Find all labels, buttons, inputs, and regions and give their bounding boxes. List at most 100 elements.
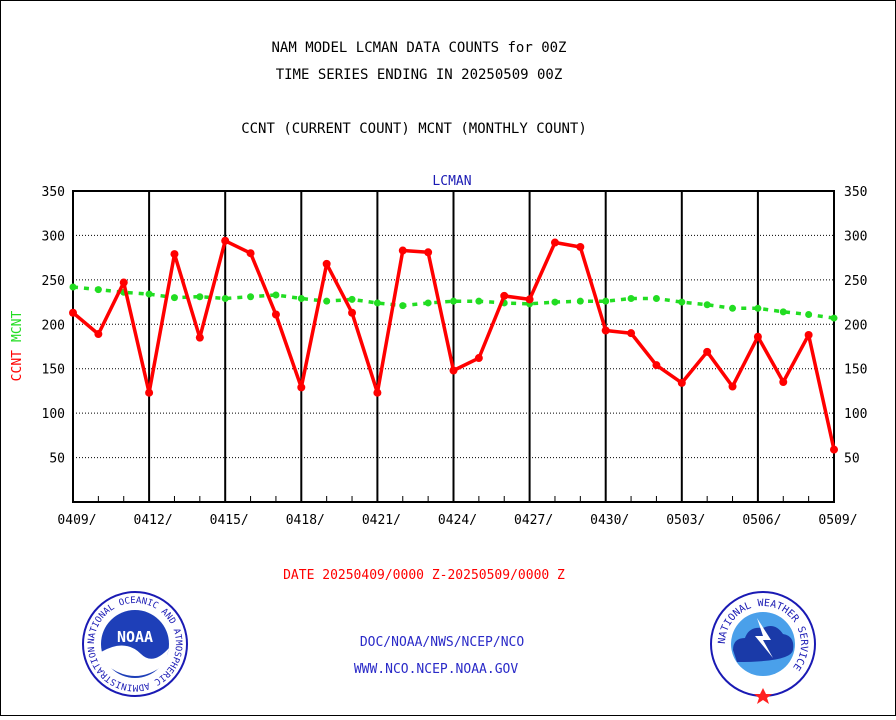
website-link[interactable]: WWW.NCO.NCEP.NOAA.GOV [354,662,519,677]
chart-title-line2: TIME SERIES ENDING IN 20250509 00Z [276,67,563,83]
data-point-mcnt [805,311,813,319]
data-point-mcnt [678,298,686,306]
y-tick-label-right: 300 [844,229,867,244]
data-point-mcnt [779,308,787,316]
data-point-mcnt [703,301,711,309]
org-path: DOC/NOAA/NWS/NCEP/NCO [360,635,525,650]
noaa-logo-text: NOAA [117,628,153,646]
y-tick-label-left: 50 [49,452,65,467]
data-point-ccnt [94,330,103,339]
y-label-mcnt: MCNT [10,311,25,342]
data-point-mcnt [450,297,457,305]
x-tick-label: 0424/ [438,513,477,528]
data-point-mcnt [424,299,432,307]
y-tick-label-left: 300 [42,229,65,244]
data-point-ccnt [703,347,712,356]
y-tick-label-right: 250 [844,274,867,289]
data-point-ccnt [576,242,585,251]
y-tick-label-left: 100 [42,407,65,422]
data-point-ccnt [398,246,407,255]
data-point-mcnt [297,295,305,303]
noaa-logo: NATIONAL OCEANIC AND ATMOSPHERIC ADMINIS… [82,591,188,697]
data-point-mcnt [754,304,762,312]
data-point-mcnt [652,295,660,303]
data-point-mcnt [348,295,356,303]
data-point-ccnt [373,388,382,397]
y-tick-label-left: 350 [42,185,65,200]
y-tick-label-right: 100 [844,407,867,422]
y-tick-label-right: 150 [844,363,867,378]
data-point-mcnt [170,294,178,302]
y-tick-label-left: 150 [42,363,65,378]
data-point-ccnt [804,330,813,339]
data-point-ccnt [195,333,204,342]
data-point-mcnt [145,290,153,298]
x-tick-label: 0418/ [286,513,325,528]
data-point-ccnt [627,329,636,338]
data-point-mcnt [475,297,483,305]
data-point-mcnt [272,291,280,299]
y-tick-label-left: 200 [42,318,65,333]
x-tick-label: 0506/ [742,513,781,528]
data-point-mcnt [221,295,229,303]
data-point-ccnt [170,250,179,259]
data-point-ccnt [652,361,661,370]
y-tick-label-left: 250 [42,274,65,289]
data-point-ccnt [728,382,737,391]
svg-text:CCNTMCNT: CCNT MCNT [10,311,25,382]
data-point-mcnt [729,304,737,312]
data-point-ccnt [119,278,128,287]
data-point-ccnt [69,308,77,317]
data-point-ccnt [449,366,458,375]
data-point-ccnt [830,445,838,454]
date-range: DATE 20250409/0000 Z-20250509/0000 Z [283,568,565,583]
data-point-mcnt [602,297,610,305]
y-tick-label-right: 200 [844,318,867,333]
plot-border [72,190,835,503]
data-point-ccnt [424,248,433,257]
x-tick-label: 0503/ [666,513,705,528]
nws-logo: NATIONAL WEATHER SERVICE [710,591,816,704]
chart-title-line1: NAM MODEL LCMAN DATA COUNTS for 00Z [271,40,566,56]
y-label-ccnt: CCNT [10,350,25,381]
data-point-ccnt [322,259,331,268]
grid [73,191,834,502]
data-point-ccnt [297,383,306,392]
plot-title: LCMAN [432,174,471,189]
data-point-mcnt [196,293,204,301]
data-point-mcnt [399,302,407,310]
data-point-mcnt [551,298,559,306]
data-point-mcnt [373,299,381,307]
data-point-mcnt [323,297,331,305]
chart-title-line3: CCNT (CURRENT COUNT) MCNT (MONTHLY COUNT… [241,121,587,137]
x-tick-label: 0412/ [134,513,173,528]
data-point-ccnt [525,295,534,304]
x-tick-label: 0415/ [210,513,249,528]
data-point-ccnt [601,326,610,335]
x-tick-label: 0409/ [57,513,96,528]
data-point-ccnt [500,291,509,300]
data-point-ccnt [348,308,357,317]
data-point-ccnt [246,249,255,258]
data-point-mcnt [576,297,584,305]
data-point-mcnt [94,286,102,294]
data-point-ccnt [677,378,686,387]
series-layer [69,236,838,454]
data-point-mcnt [627,295,635,303]
data-point-ccnt [221,236,230,245]
y-axis-label: CCNT MCNT [10,311,25,382]
x-tick-label: 0421/ [362,513,401,528]
y-axis-ticks: 50 50 100 100 150 150 200 200 250 250 300 300 350 350 [42,185,868,467]
x-tick-label: 0427/ [514,513,553,528]
data-point-ccnt [474,354,483,363]
y-tick-label-right: 350 [844,185,867,200]
data-point-ccnt [271,310,280,319]
data-point-ccnt [550,238,559,247]
data-point-mcnt [830,314,838,322]
data-point-mcnt [247,293,255,301]
x-tick-label: 0430/ [590,513,629,528]
x-tick-label: 0509/ [818,513,857,528]
data-point-ccnt [145,388,154,397]
